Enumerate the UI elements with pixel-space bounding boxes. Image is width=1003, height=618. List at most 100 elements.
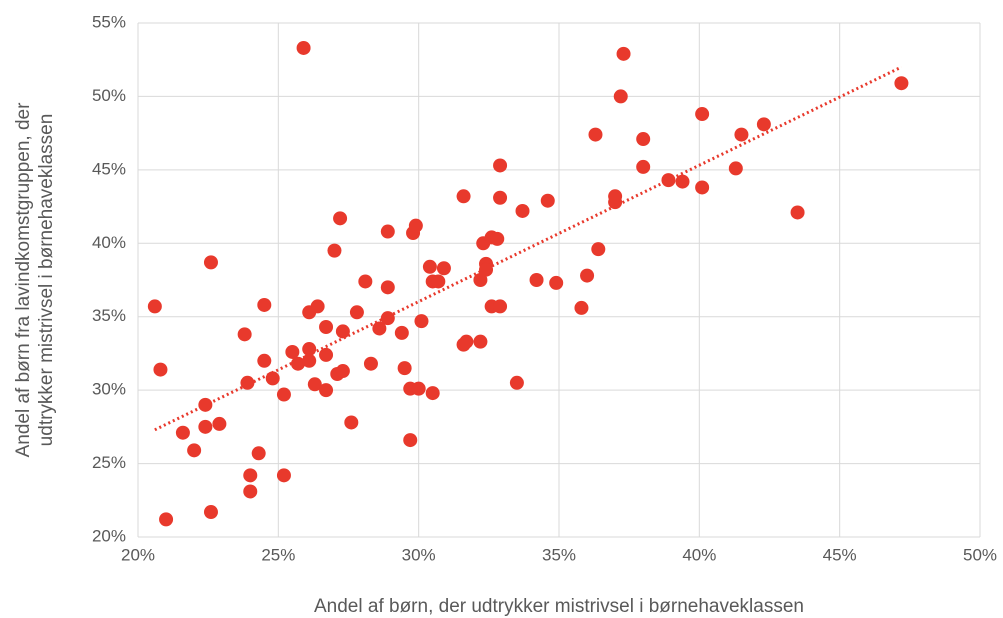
scatter-point [695,107,710,122]
scatter-point [310,299,325,314]
scatter-point [436,261,451,276]
scatter-point [198,397,213,412]
scatter-point [344,415,359,430]
scatter-point [616,46,631,61]
scatter-point [473,334,488,349]
scatter-point [456,189,471,204]
scatter-point [335,324,350,339]
y-tick-label: 30% [92,380,126,399]
scatter-point [403,433,418,448]
scatter-point [574,300,589,315]
y-tick-label: 25% [92,453,126,472]
scatter-point [661,173,676,188]
scatter-point [147,299,162,314]
scatter-point [265,371,280,386]
y-tick-label: 45% [92,159,126,178]
scatter-point [493,190,508,205]
y-tick-label: 20% [92,526,126,545]
scatter-point [431,274,446,289]
scatter-point [319,383,334,398]
scatter-point [414,314,429,329]
x-tick-label: 30% [402,545,436,564]
scatter-point [493,299,508,314]
scatter-point [529,273,544,287]
scatter-point [408,218,423,233]
scatter-point [319,319,334,334]
y-tick-label: 55% [92,12,126,31]
scatter-point [734,127,749,142]
scatter-point [243,468,258,483]
scatter-point [372,321,387,336]
scatter-point [319,347,334,362]
scatter-point [790,205,805,220]
scatter-point [540,193,555,208]
scatter-point [307,377,322,392]
scatter-point [257,353,272,368]
scatter-point [243,484,258,499]
scatter-point [425,386,440,401]
scatter-point [473,273,488,287]
scatter-point [380,311,395,326]
scatter-point [675,174,690,189]
scatter-point [203,255,218,270]
x-tick-label: 35% [542,545,576,564]
scatter-point [591,242,606,257]
scatter-point [636,159,651,174]
x-axis-title: Andel af børn, der udtrykker mistrivsel … [314,596,804,617]
scatter-point [422,259,437,274]
scatter-point [198,419,213,434]
scatter-point [327,243,342,258]
scatter-point [756,117,771,132]
y-tick-label: 50% [92,86,126,105]
y-axis-title: Andel af børn fra lavindkomstgruppen, de… [13,102,34,458]
x-tick-label: 25% [261,545,295,564]
y-axis-title: udtrykker mistrivsel i børnehaveklassen [36,114,57,447]
scatter-point [509,375,524,390]
scatter-point [187,443,202,458]
scatter-point [290,356,305,371]
scatter-point [335,364,350,379]
scatter-point [695,180,710,195]
scatter-point [380,280,395,295]
scatter-point [349,305,364,320]
scatter-point [333,211,348,226]
scatter-point [175,425,190,440]
scatter-point [515,203,530,218]
scatter-point [276,387,291,402]
scatter-point [894,76,909,91]
scatter-point [251,446,266,461]
scatter-point [613,89,628,104]
scatter-point [212,416,227,431]
scatter-point [479,262,494,277]
scatter-point [394,325,409,340]
scatter-point [493,158,508,173]
scatter-point [302,353,317,368]
scatter-point [237,327,252,342]
y-tick-label: 40% [92,233,126,252]
trendline [154,65,903,432]
scatter-point [257,297,272,312]
scatter-point [153,362,168,377]
scatter-point [728,161,743,176]
scatter-point [203,505,218,520]
x-tick-label: 40% [682,545,716,564]
scatter-point [276,468,291,483]
scatter-point [397,361,412,376]
scatter-point [549,275,564,290]
scatter-point [459,334,474,349]
y-tick-label: 35% [92,306,126,325]
scatter-point [380,224,395,239]
scatter-point [411,381,426,396]
scatter-point [285,344,300,359]
scatter-point [588,127,603,142]
x-tick-label: 20% [121,545,155,564]
scatter-point [608,189,623,204]
scatter-point [240,375,255,390]
scatter-point [159,512,174,527]
scatter-point [358,274,373,289]
x-tick-label: 50% [963,545,997,564]
x-tick-label: 45% [823,545,857,564]
scatter-point [296,40,311,55]
scatter-point [580,268,595,283]
